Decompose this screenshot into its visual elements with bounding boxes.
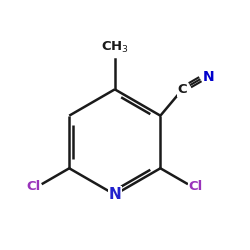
Text: CH$_3$: CH$_3$ — [101, 40, 129, 55]
Text: N: N — [203, 70, 215, 84]
Text: C: C — [178, 83, 187, 96]
Text: Cl: Cl — [27, 180, 41, 193]
Text: N: N — [108, 187, 121, 202]
Text: Cl: Cl — [188, 180, 203, 193]
